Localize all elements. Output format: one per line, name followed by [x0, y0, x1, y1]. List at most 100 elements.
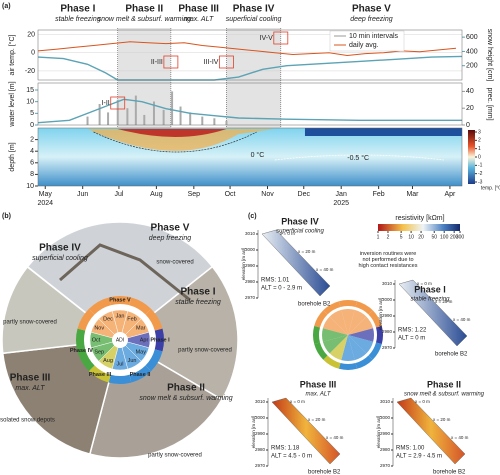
axis-frame	[37, 82, 463, 126]
wheel-month	[348, 328, 374, 342]
colorbar-tick: 5	[400, 234, 403, 240]
phase-title: Phase II	[427, 379, 461, 389]
air-temp-line	[37, 41, 457, 57]
wheel-ring	[355, 355, 373, 369]
y2-axis-title: prec. [mm]	[486, 87, 493, 120]
x-tick-label: Jun	[77, 191, 88, 198]
colorbar-tick: 2	[387, 234, 390, 240]
surface-note: snow-free, isolated snow depots	[0, 418, 55, 424]
photo-ridge	[59, 243, 191, 302]
year-label: 2025	[333, 200, 349, 207]
y2-tick-label: 40	[466, 88, 474, 95]
colorbar-tick: 200	[450, 234, 459, 240]
warm-core	[117, 129, 227, 137]
transition-label: II-III	[151, 59, 163, 66]
y-axis-title: elevation [m asl]	[251, 416, 256, 449]
phase-title: Phase III	[300, 379, 337, 389]
precip-bar	[134, 95, 137, 125]
electrode-label: x = 40 m	[326, 435, 344, 440]
colorbar-tick: 50	[431, 234, 437, 240]
x-tick-label: Apr	[444, 191, 456, 198]
y-tick-label: 3000	[380, 415, 391, 420]
y-axis-title: elevation [m asl]	[376, 416, 381, 449]
resistivity-section	[396, 397, 466, 465]
phase-desc: stable freezing	[55, 16, 101, 23]
phase-title: Phase IV	[233, 4, 275, 15]
transition-label: III-IV	[204, 59, 219, 66]
alt-label: ALT = 0 m	[398, 336, 425, 342]
wheel-ring	[355, 301, 373, 315]
wheel-month	[322, 328, 348, 342]
x-tick-label: Jan	[336, 191, 347, 198]
month-label: Aug	[103, 358, 113, 364]
phase-title: Phase IV	[39, 243, 81, 254]
month-label: Jul	[116, 361, 123, 367]
phase-title: Phase III	[10, 373, 51, 384]
surface-note: partly snow-covered	[148, 453, 202, 459]
wheel-ring	[145, 349, 163, 372]
y2-tick-label: 200	[466, 63, 478, 70]
electrode-label: x = 20 m	[433, 417, 451, 422]
y-tick-label: 4	[30, 148, 34, 155]
phase-title: Phase V	[151, 223, 190, 234]
precip-bar	[126, 108, 129, 125]
wheel-center-label: ADI	[116, 337, 124, 343]
precip-bar	[116, 99, 119, 125]
alt-label: ALT = 4.5 - 0 m	[271, 454, 312, 460]
month-label: May	[136, 349, 147, 355]
colorbar-tick: 20	[418, 234, 424, 240]
precip-bar	[225, 120, 228, 125]
transition-box	[219, 55, 234, 69]
phase-title: Phase I	[180, 287, 215, 298]
wheel-ring	[77, 349, 95, 372]
colorbar	[468, 130, 475, 184]
precip-bar	[98, 104, 101, 125]
wheel-ring	[368, 342, 382, 360]
electrode-label: x = 40 m	[316, 267, 334, 272]
y2-tick-label: 0	[466, 122, 470, 129]
y-tick-label: 3000	[255, 415, 266, 420]
colorbar-tick: 0	[478, 154, 481, 160]
electrode-label: x = 40 m	[451, 435, 469, 440]
alt-label: ALT = 2.9 - 4.5 m	[396, 454, 442, 460]
electrode-label: x = 0 m	[290, 399, 305, 404]
y-axis-title: elevation [m asl]	[378, 298, 383, 331]
y-tick-label: 2990	[245, 263, 256, 268]
colorbar-title: temp. [°C]	[481, 185, 500, 191]
wheel-ring	[376, 325, 383, 345]
colorbar-tick: -2	[478, 171, 483, 177]
wheel-month	[348, 309, 367, 335]
y-tick-label: 2980	[255, 447, 266, 452]
wheel-ring	[108, 296, 132, 306]
wheel-month	[341, 335, 355, 362]
phase-title: Phase I	[60, 4, 95, 15]
wheel-month	[329, 335, 348, 361]
ring-label: Phase I	[150, 337, 170, 343]
y-tick-label: 8	[30, 171, 34, 178]
colorbar-tick: 100	[440, 234, 449, 240]
x-tick-label: Feb	[373, 191, 385, 198]
borehole-label: borehole B2	[298, 302, 331, 308]
precip-bar	[152, 101, 155, 125]
panel-label: (c)	[248, 213, 257, 220]
month-label: Feb	[127, 317, 136, 323]
phase-desc: max. ALT	[15, 385, 45, 392]
y-tick-label: -20	[25, 68, 35, 75]
y-tick-label: 0	[31, 50, 35, 57]
transition-box	[110, 96, 126, 110]
month-label: Nov	[94, 325, 104, 331]
panel-label: (a)	[2, 3, 11, 10]
phase-desc: snow melt & subsurf. warming	[139, 395, 232, 402]
phase-title: Phase IV	[281, 216, 319, 226]
wheel-center	[112, 332, 128, 348]
electrode-label: x = 20 m	[435, 299, 453, 304]
y-tick-label: 3000	[382, 297, 393, 302]
y-tick-label: 2970	[255, 463, 266, 468]
transition-label: IV-V	[260, 35, 274, 42]
phase-title: Phase I	[414, 284, 446, 294]
phase-title: Phase III	[178, 4, 219, 15]
y-axis-title: air temp. [°C]	[8, 34, 16, 75]
rms-label: RMS: 1.00	[396, 446, 425, 452]
colorbar-tick: 300	[456, 234, 465, 240]
cold-top	[304, 128, 462, 136]
